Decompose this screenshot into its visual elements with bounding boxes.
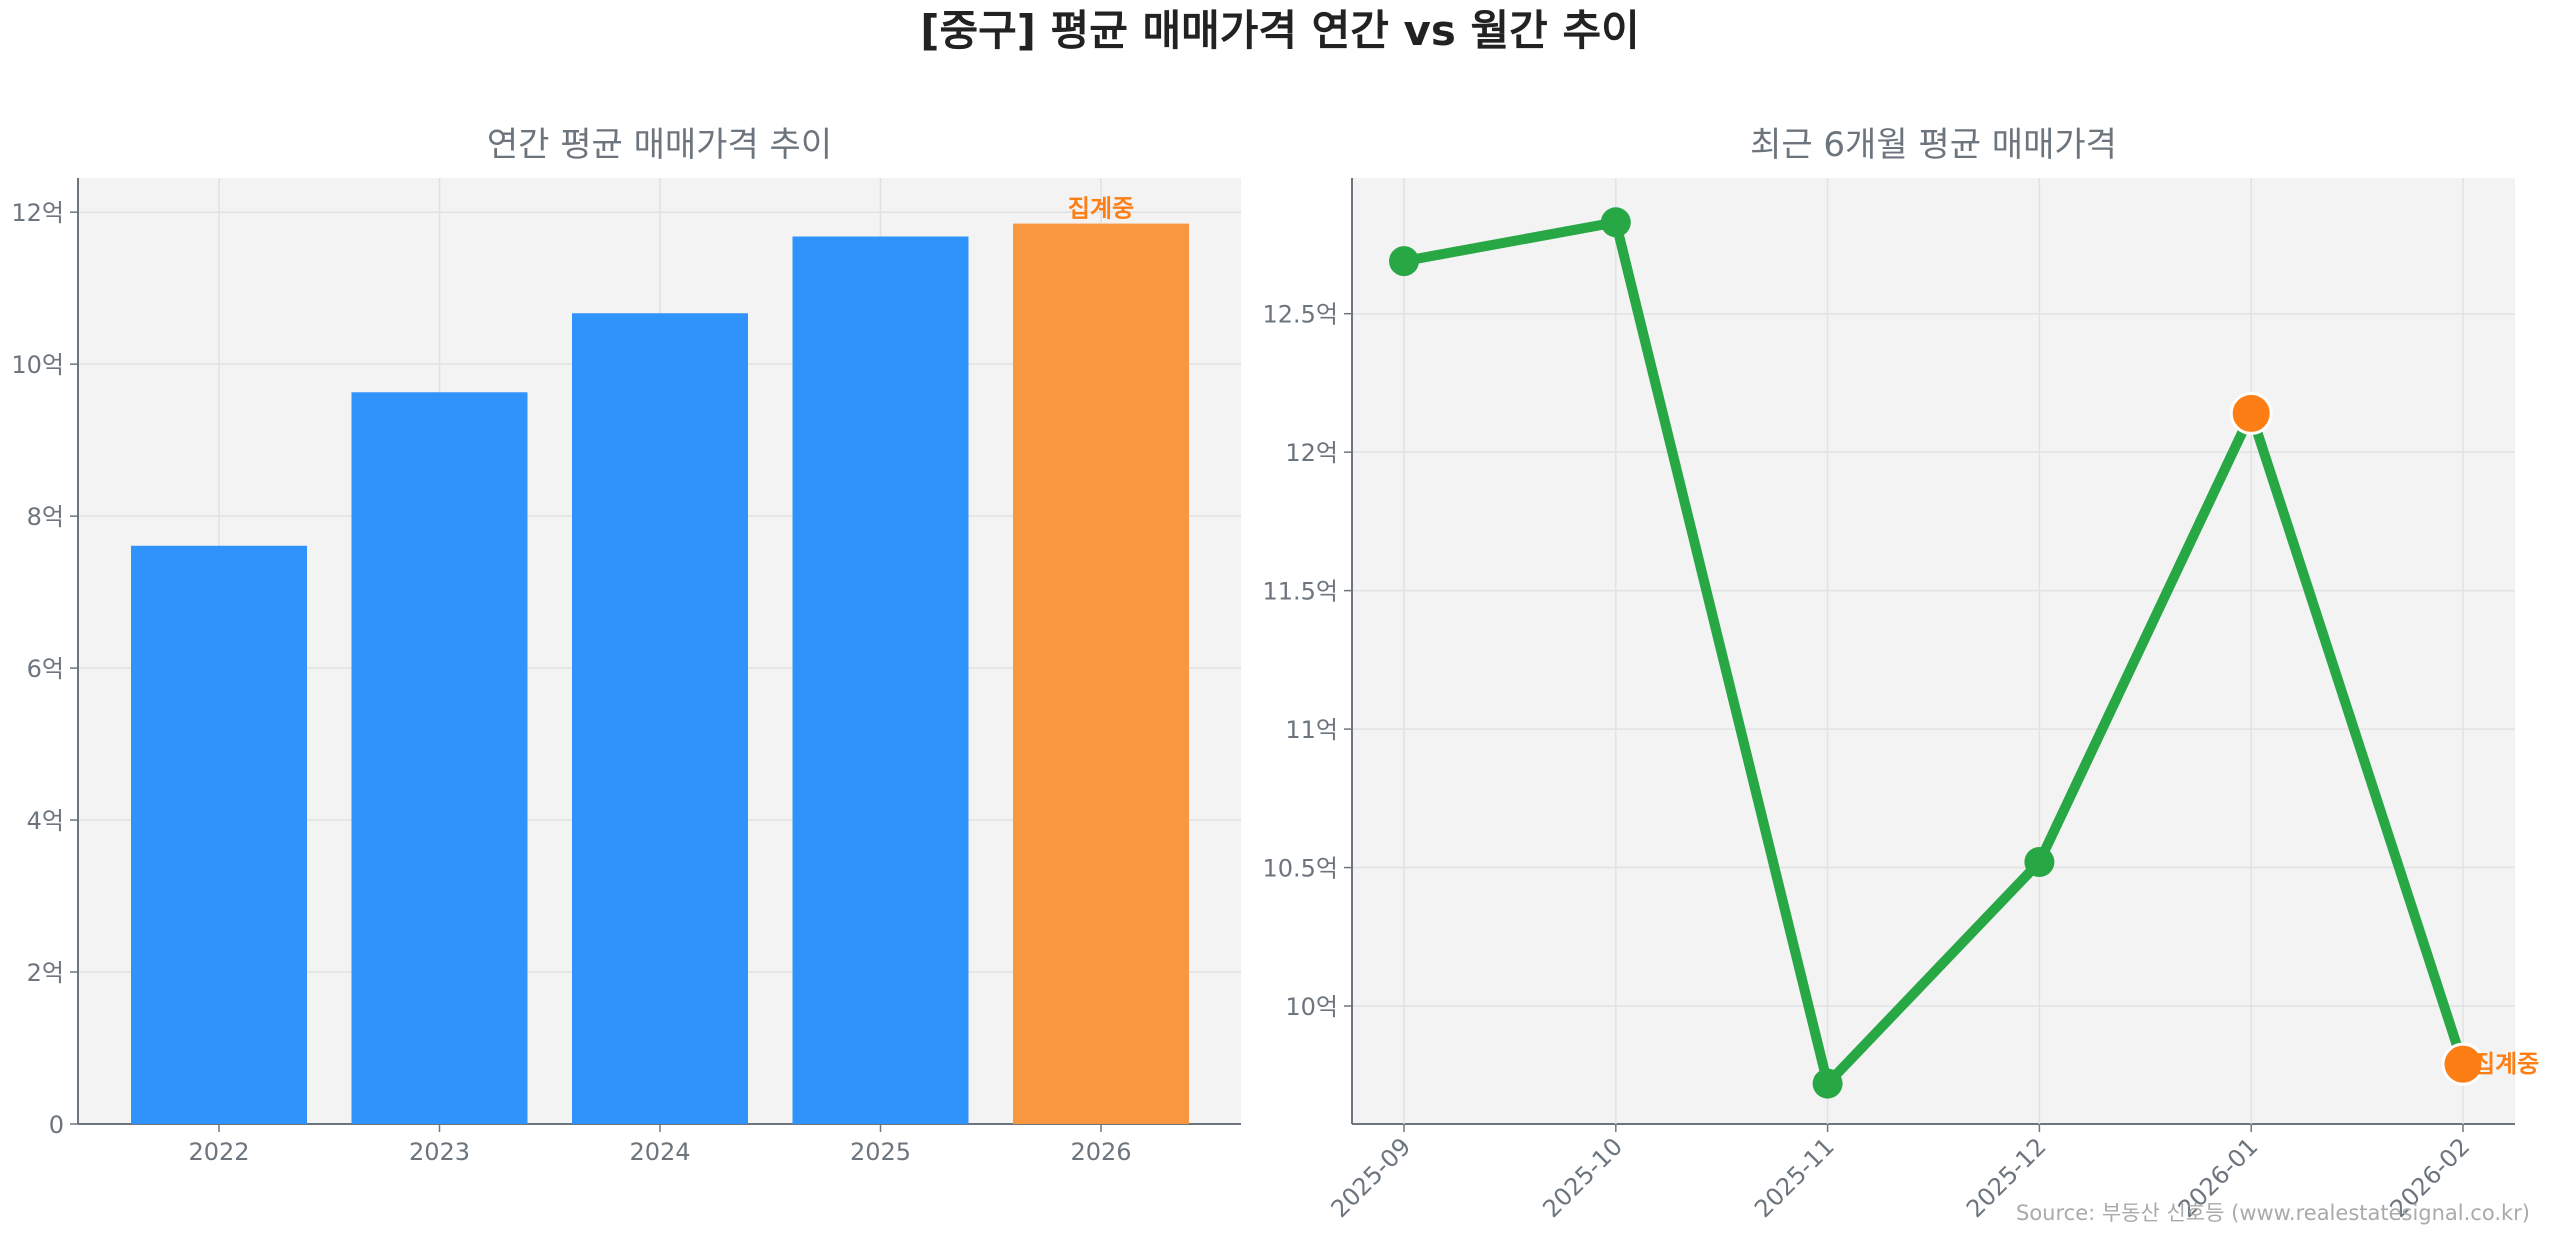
y-tick-label: 12.5억	[1262, 301, 1338, 329]
y-tick-label: 4억	[27, 807, 64, 835]
point-2025-12	[2024, 847, 2055, 878]
y-tick-label: 12억	[1285, 439, 1338, 467]
point-annotation: 집계중	[2473, 1050, 2539, 1078]
bar-2025	[792, 236, 969, 1124]
figure-title: [중구] 평균 매매가격 연간 vs 월간 추이	[920, 6, 1639, 55]
bar-2023	[351, 392, 528, 1125]
x-tick-label: 2022	[188, 1138, 249, 1166]
point-2025-09	[1389, 246, 1419, 277]
bar-2022	[131, 545, 307, 1124]
bar-chart-title: 연간 평균 매매가격 추이	[487, 125, 832, 165]
bar-2024	[572, 313, 748, 1124]
point-2026-02	[2441, 1042, 2485, 1086]
point-2025-10	[1600, 207, 1631, 238]
x-tick-label: 2025-10	[1537, 1132, 1628, 1223]
monthly-line-chart: 최근 6개월 평균 매매가격 10억 10.5억 11억 11.5억 12억 12.5억 20…	[1262, 125, 2539, 1223]
series-line	[1403, 217, 2468, 1089]
y-tick-label: 11.5억	[1262, 578, 1338, 606]
y-tick-label: 10억	[11, 351, 64, 379]
y-tick-label: 12억	[11, 199, 64, 227]
annual-bar-chart: 연간 평균 매매가격 추이 0 2억 4억 6억 8억 10억 12억 2022 2023 2024…	[11, 125, 1241, 1166]
y-tick-label: 2억	[27, 959, 64, 987]
y-tick-label: 0	[49, 1111, 64, 1139]
y-tick-label: 6억	[27, 655, 64, 683]
point-2025-11	[1812, 1068, 1843, 1099]
plot-area	[1352, 178, 2515, 1124]
x-tick-label: 2025-09	[1326, 1132, 1417, 1223]
bar-2026	[1013, 223, 1189, 1125]
x-tick-label: 2023	[409, 1138, 470, 1166]
y-tick-label: 10.5억	[1262, 855, 1338, 883]
y-tick-label: 8억	[27, 503, 64, 531]
y-tick-label: 11억	[1285, 716, 1338, 744]
x-tick-label: 2025-11	[1749, 1132, 1840, 1223]
x-tick-label: 2025	[850, 1138, 911, 1166]
bar-annotation: 집계중	[1068, 195, 1134, 223]
point-2026-01	[2229, 391, 2273, 435]
source-note: Source: 부동산 신호등 (www.realestatesignal.co…	[2016, 1201, 2530, 1225]
line-chart-title: 최근 6개월 평균 매매가격	[1750, 125, 2117, 165]
x-tick-label: 2024	[629, 1138, 690, 1166]
y-tick-label: 10억	[1285, 993, 1338, 1021]
x-tick-label: 2026	[1070, 1138, 1131, 1166]
